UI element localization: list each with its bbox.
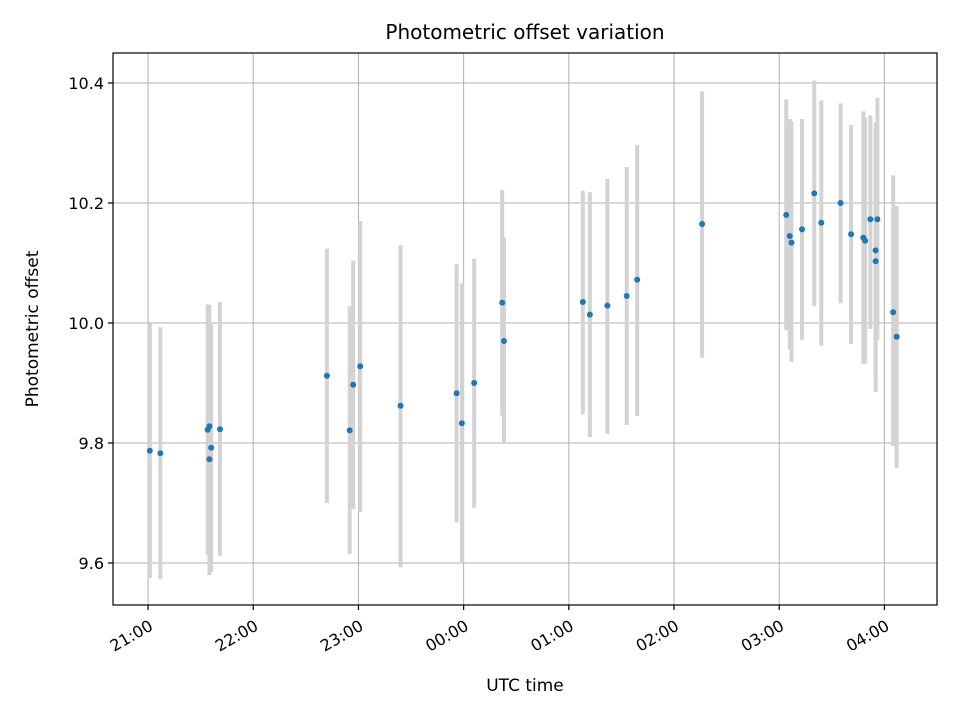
data-point	[893, 333, 900, 340]
data-point	[206, 456, 213, 463]
data-point	[500, 338, 507, 344]
data-point	[699, 221, 706, 227]
data-point	[874, 216, 881, 223]
data-point	[471, 380, 478, 386]
grid	[113, 53, 937, 605]
data-point	[862, 237, 869, 244]
x-tick-label: 22:00	[212, 616, 261, 656]
x-axis-label: UTC time	[486, 676, 564, 696]
y-tick-label: 10.0	[68, 314, 104, 333]
x-tick-label: 03:00	[738, 616, 787, 656]
data-point	[586, 311, 593, 318]
data-points	[146, 190, 900, 463]
x-tick-label: 21:00	[107, 616, 156, 656]
data-point	[623, 293, 630, 299]
data-point	[634, 276, 641, 283]
data-point	[872, 247, 879, 254]
plot-frame	[112, 52, 938, 606]
y-axis-label: Photometric offset	[23, 250, 43, 407]
data-point	[208, 444, 215, 451]
data-point	[350, 381, 357, 388]
data-point	[206, 423, 213, 430]
errorbars	[147, 80, 899, 580]
data-point	[357, 363, 364, 370]
x-tick-label: 00:00	[422, 616, 471, 656]
data-point	[346, 427, 353, 434]
data-point	[146, 447, 153, 454]
x-tick-label: 02:00	[633, 616, 682, 656]
data-point	[397, 402, 404, 409]
x-tick-label: 01:00	[527, 616, 576, 656]
y-tick-label: 9.8	[79, 434, 104, 453]
data-point	[786, 233, 793, 239]
data-point	[788, 239, 795, 246]
y-tick-label: 10.4	[68, 74, 104, 93]
data-point	[848, 231, 855, 238]
y-tick-label: 9.6	[79, 554, 104, 573]
data-point	[157, 450, 164, 457]
data-point	[837, 200, 844, 206]
x-tick-label: 23:00	[317, 616, 366, 656]
data-point	[323, 372, 330, 379]
data-point	[890, 309, 897, 316]
data-point	[604, 302, 611, 309]
y-axis-ticks: 9.6 9.8 10.0 10.2 10.4	[68, 74, 113, 573]
data-point	[783, 212, 790, 218]
data-point	[579, 299, 586, 305]
data-point	[818, 219, 825, 226]
chart-title: Photometric offset variation	[385, 20, 664, 44]
data-point	[216, 426, 223, 433]
x-tick-label: 04:00	[843, 616, 892, 656]
data-point	[458, 420, 465, 427]
data-point	[453, 390, 460, 397]
x-axis-ticks: 21:00 22:00 23:00 00:00 01:00 02:00 03:00 04:00	[107, 605, 892, 656]
data-point	[799, 226, 806, 233]
data-point	[499, 299, 506, 306]
y-tick-label: 10.2	[68, 194, 104, 213]
data-point	[872, 258, 879, 265]
data-point	[811, 190, 818, 197]
data-point	[867, 216, 874, 223]
